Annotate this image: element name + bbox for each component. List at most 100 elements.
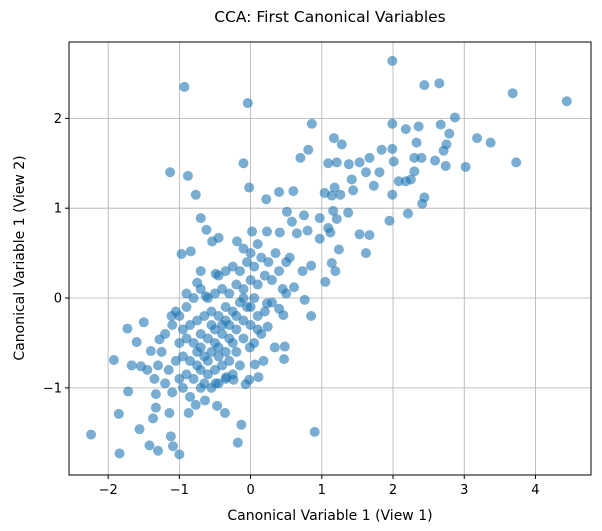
data-point <box>561 96 572 107</box>
data-point <box>511 157 522 168</box>
data-point <box>220 346 231 357</box>
data-point <box>231 324 242 335</box>
data-point <box>160 378 171 389</box>
data-point <box>122 323 133 334</box>
data-point <box>185 246 196 257</box>
data-point <box>188 337 199 348</box>
data-point <box>227 369 238 380</box>
data-point <box>209 364 220 375</box>
x-tick-label: 2 <box>389 483 397 498</box>
data-point <box>279 341 290 352</box>
data-point <box>153 445 164 456</box>
data-point <box>165 431 176 442</box>
data-point <box>238 333 249 344</box>
data-point <box>181 333 192 344</box>
data-point <box>309 426 320 437</box>
data-point <box>181 288 192 299</box>
data-point <box>195 213 206 224</box>
x-tick-label: −1 <box>170 483 189 498</box>
data-point <box>314 233 325 244</box>
data-point <box>177 351 188 362</box>
data-point <box>174 373 185 384</box>
data-point <box>195 284 206 295</box>
data-point <box>417 198 428 209</box>
data-point <box>113 408 124 419</box>
data-point <box>217 328 228 339</box>
data-point <box>220 373 231 384</box>
data-point <box>284 252 295 263</box>
data-point <box>209 288 220 299</box>
data-point <box>206 319 217 330</box>
data-point <box>170 306 181 317</box>
data-point <box>231 310 242 321</box>
data-point <box>170 355 181 366</box>
data-point <box>227 261 238 272</box>
data-point <box>388 156 399 167</box>
data-point <box>181 369 192 380</box>
data-point <box>387 189 398 200</box>
data-point <box>256 252 267 263</box>
data-point <box>220 315 231 326</box>
data-point <box>302 225 313 236</box>
chart-title: CCA: First Canonical Variables <box>214 8 446 26</box>
data-point <box>195 342 206 353</box>
data-point <box>364 230 375 241</box>
data-point <box>266 275 277 286</box>
data-point <box>150 402 161 413</box>
data-point <box>232 236 243 247</box>
data-point <box>266 297 277 308</box>
data-point <box>460 161 471 172</box>
data-point <box>440 160 451 171</box>
data-point <box>249 261 260 272</box>
data-point <box>220 302 231 313</box>
data-point <box>153 360 164 371</box>
data-point <box>202 293 213 304</box>
data-point <box>206 306 217 317</box>
data-point <box>199 378 210 389</box>
data-point <box>281 206 292 217</box>
grid <box>69 42 591 475</box>
data-point <box>202 369 213 380</box>
x-axis-label: Canonical Variable 1 (View 1) <box>227 508 432 524</box>
data-point <box>123 386 134 397</box>
data-point <box>360 248 371 259</box>
data-point <box>167 387 178 398</box>
data-point <box>303 144 314 155</box>
data-point <box>430 155 441 166</box>
data-point <box>108 355 119 366</box>
data-point <box>306 260 317 271</box>
data-point <box>188 293 199 304</box>
data-point <box>245 275 256 286</box>
data-point <box>330 266 341 277</box>
data-point <box>213 270 224 281</box>
data-point <box>182 170 193 181</box>
data-point <box>249 337 260 348</box>
y-tick-label: 0 <box>54 292 62 307</box>
data-point <box>331 157 342 168</box>
data-point <box>145 346 156 357</box>
data-point <box>472 133 483 144</box>
data-point <box>444 128 455 139</box>
x-tick-label: 4 <box>531 483 539 498</box>
data-point <box>174 337 185 348</box>
data-point <box>262 321 273 332</box>
data-point <box>199 310 210 321</box>
data-point <box>441 139 452 150</box>
data-point <box>190 399 201 410</box>
data-point <box>387 55 398 66</box>
y-axis-ticks: −1 0 1 2 <box>43 112 69 396</box>
data-point <box>242 98 253 109</box>
x-tick-label: 0 <box>246 483 254 498</box>
data-point <box>148 413 159 424</box>
data-point <box>333 244 344 255</box>
data-point <box>177 382 188 393</box>
data-point <box>299 210 310 221</box>
data-point <box>320 276 331 287</box>
data-point <box>419 80 430 91</box>
data-point <box>192 360 203 371</box>
data-point <box>183 408 194 419</box>
data-point <box>374 167 385 178</box>
data-point <box>163 364 174 375</box>
data-point <box>238 158 249 169</box>
data-point <box>270 248 281 259</box>
